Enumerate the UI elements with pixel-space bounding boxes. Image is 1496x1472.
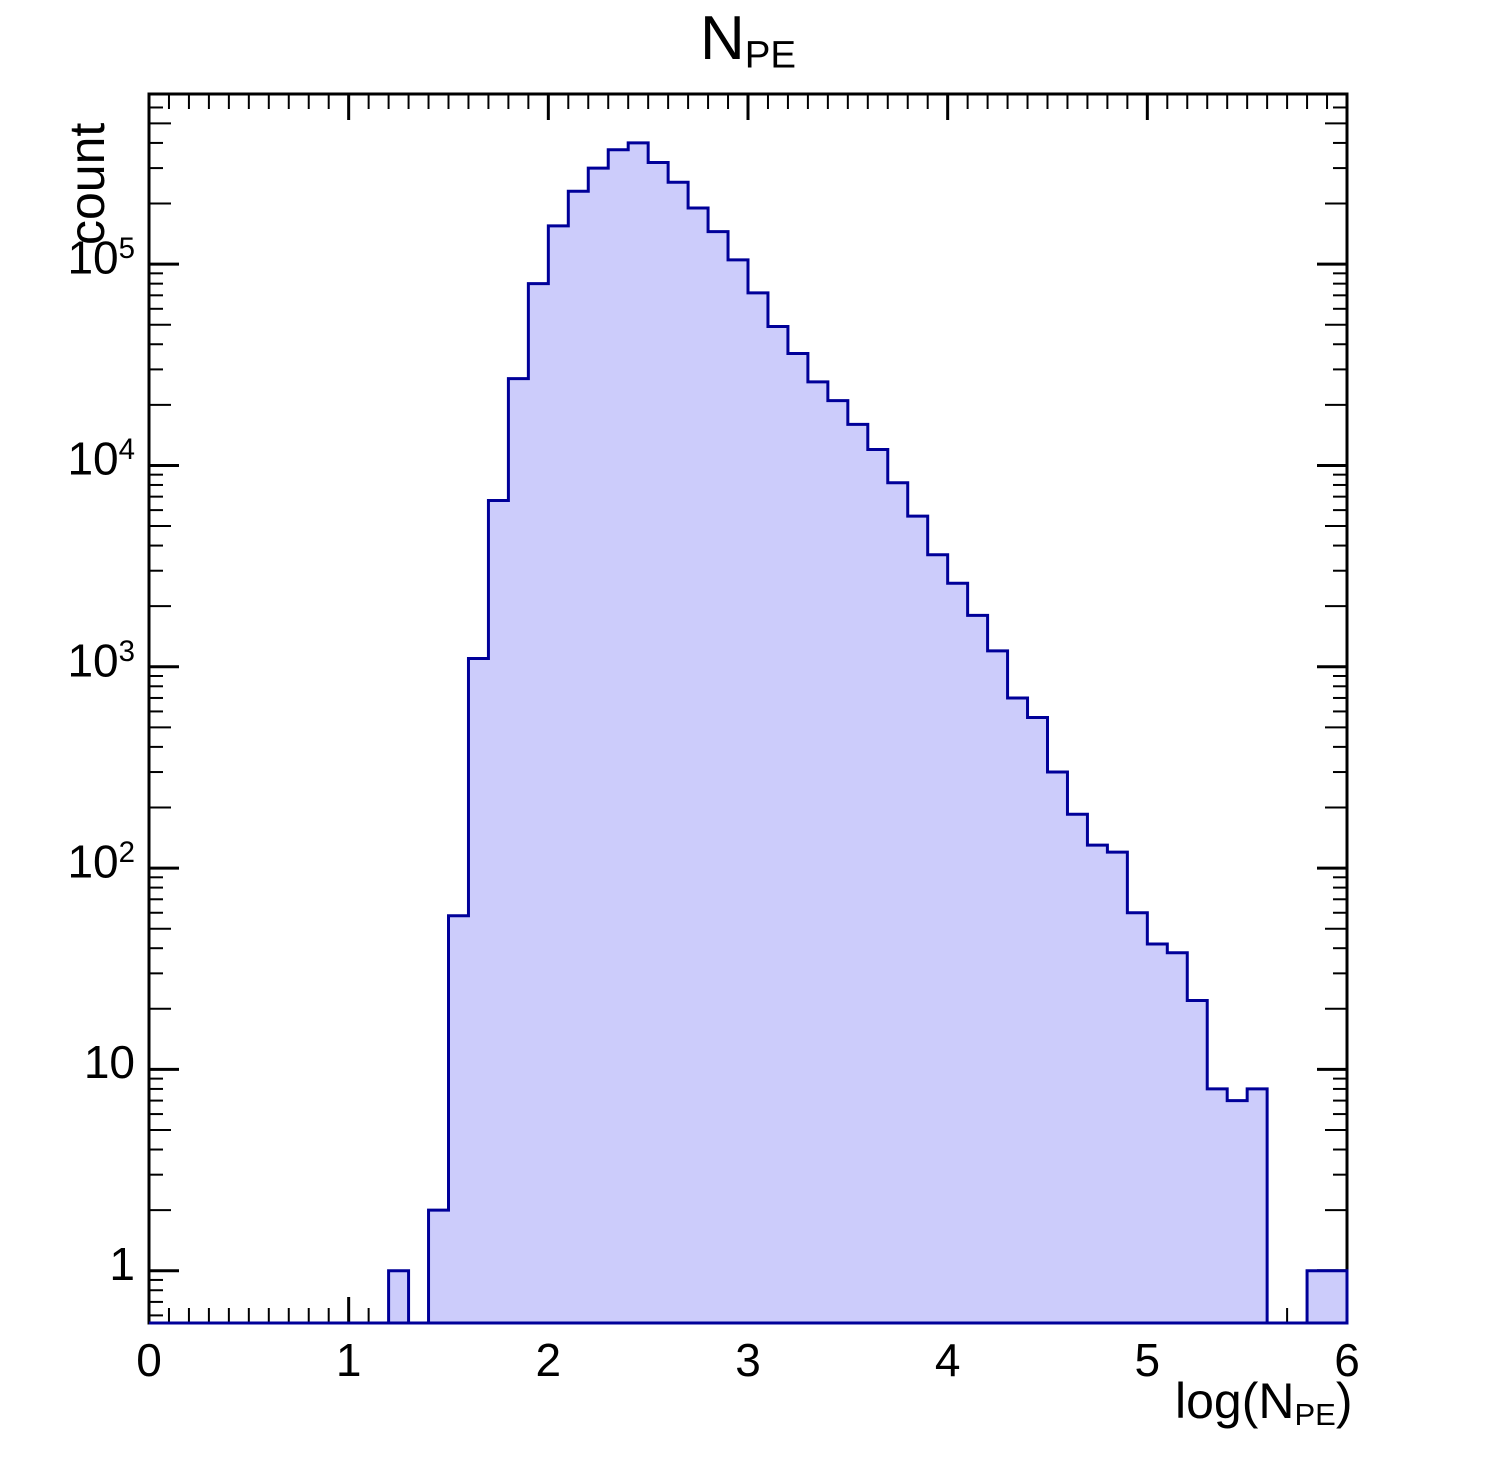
x-tick-label: 1 [335, 1334, 362, 1386]
histogram-outline [149, 141, 1349, 1325]
histogram-series [149, 141, 1349, 1325]
y-tick-label: 103 [67, 634, 135, 687]
y-tick-label: 104 [67, 433, 135, 482]
y-tick-label-exponent: 3 [118, 634, 135, 668]
y-tick-label-exponent: 2 [118, 836, 135, 870]
y-tick-label-base: 10 [67, 432, 119, 485]
x-axis-title: log(NPE) [1175, 1372, 1353, 1433]
y-tick-label-exponent: 4 [118, 433, 135, 467]
x-tick-label: 2 [535, 1334, 562, 1386]
x-tick-label: 4 [934, 1334, 961, 1386]
title-base: N [699, 4, 745, 73]
x-axis-title-tail: ) [1335, 1373, 1353, 1429]
y-tick-label-base: 10 [67, 634, 119, 687]
title-subscript: PE [744, 33, 797, 77]
y-tick-label: 105 [67, 231, 135, 284]
x-axis-title-subscript: PE [1294, 1396, 1336, 1432]
x-tick-label: 0 [136, 1334, 162, 1386]
y-tick-label: 1 [109, 1237, 135, 1290]
x-axis-title-base: log(N [1175, 1373, 1295, 1429]
y-tick-label-base: 10 [67, 835, 119, 888]
y-tick-label-exponent: 5 [118, 232, 135, 266]
x-tick-label: 6 [1334, 1334, 1360, 1386]
x-tick-label: 3 [735, 1334, 761, 1386]
page-title: NPE [0, 8, 1496, 75]
y-tick-label: 10 [83, 1036, 135, 1089]
x-tick-label: 5 [1134, 1334, 1161, 1386]
y-tick-label: 102 [67, 835, 135, 888]
y-tick-label-base: 10 [67, 231, 119, 284]
